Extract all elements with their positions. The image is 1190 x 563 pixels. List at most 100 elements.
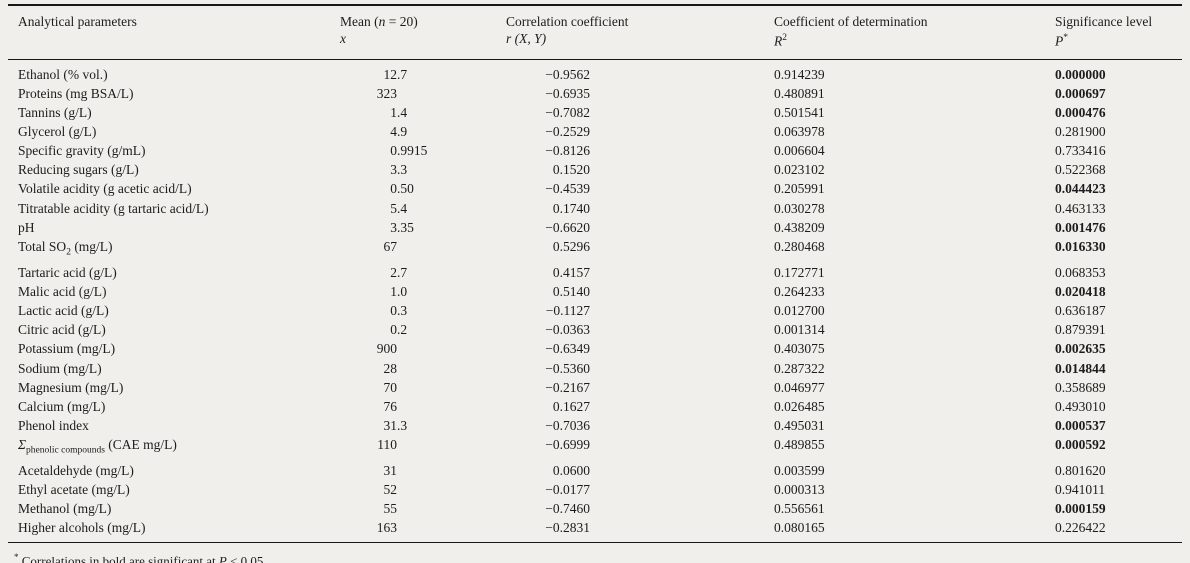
r-squared-cell: 0.264233 — [774, 283, 825, 299]
p-value-cell: 0.358689 — [1055, 379, 1106, 395]
header-sublabel: x — [340, 31, 346, 46]
param-cell: Proteins (mg BSA/L) — [18, 85, 134, 101]
mean-cell: 3.35 — [390, 219, 414, 235]
mean-cell: 3.3 — [390, 162, 408, 178]
r-squared-cell: 0.489855 — [774, 437, 825, 453]
mean-cell: 323 — [376, 85, 397, 101]
r-squared-cell: 0.480891 — [774, 85, 825, 101]
r-squared-cell: 0.006604 — [774, 143, 825, 159]
mean-cell: 31.3 — [383, 418, 408, 433]
correlation-cell: −0.7082 — [545, 104, 590, 120]
param-cell: Sodium (mg/L) — [18, 360, 102, 376]
r-squared-cell: 0.280468 — [774, 238, 825, 254]
r-squared-cell: 0.063978 — [774, 123, 825, 139]
header-sublabel: r (X, Y) — [506, 31, 547, 46]
correlation-cell: −0.0363 — [545, 322, 590, 338]
p-value-cell: 0.636187 — [1055, 303, 1106, 319]
table-row: Tartaric acid (g/L) 2.7 0.4157 0.172771 0.06… — [18, 263, 1182, 282]
mean-cell: 55 — [383, 501, 398, 517]
param-cell: Tartaric acid (g/L) — [18, 264, 117, 280]
mean-cell: 4.9 — [390, 123, 408, 139]
header-label: Mean (n = 20) — [340, 14, 418, 29]
mean-cell: 0.2 — [390, 322, 408, 338]
param-cell: Tannins (g/L) — [18, 104, 92, 120]
correlation-cell: 0.0600 — [552, 463, 590, 478]
header-significance-level: Significance level P* — [1055, 13, 1182, 50]
header-mean: Mean (n = 20) x — [340, 13, 506, 50]
correlation-cell: −0.9562 — [545, 66, 590, 82]
param-cell: Glycerol (g/L) — [18, 123, 97, 139]
mean-cell: 52 — [383, 482, 398, 498]
table-row: Glycerol (g/L) 4.9 −0.2529 0.063978 0.281900 — [18, 122, 1182, 141]
r-squared-cell: 0.030278 — [774, 200, 825, 216]
correlation-cell: −0.5360 — [545, 360, 590, 376]
param-cell: Acetaldehyde (mg/L) — [18, 463, 134, 478]
table-row: Tannins (g/L) 1.4 −0.7082 0.501541 0.000476 — [18, 103, 1182, 122]
mean-cell: 70 — [383, 379, 398, 395]
r-squared-cell: 0.172771 — [774, 264, 825, 280]
param-cell: Reducing sugars (g/L) — [18, 162, 139, 178]
table-row: Citric acid (g/L) 0.2 −0.0363 0.001314 0.879… — [18, 320, 1182, 339]
p-value-cell: 0.226422 — [1055, 520, 1106, 536]
mean-cell: 31 — [383, 463, 398, 478]
correlation-cell: −0.8126 — [545, 143, 590, 159]
correlation-cell: −0.2529 — [545, 123, 590, 139]
p-value-cell: 0.001476 — [1055, 219, 1106, 235]
header-sublabel: R2 — [774, 33, 787, 49]
p-value-cell: 0.002635 — [1055, 341, 1106, 357]
mean-cell: 900 — [376, 341, 397, 357]
table-row: Sodium (mg/L) 28 −0.5360 0.287322 0.014844 — [18, 359, 1182, 378]
r-squared-cell: 0.403075 — [774, 341, 825, 357]
r-squared-cell: 0.438209 — [774, 219, 825, 235]
p-value-cell: 0.020418 — [1055, 283, 1106, 299]
p-value-cell: 0.000697 — [1055, 85, 1106, 101]
table-row: Ethyl acetate (mg/L) 52 −0.0177 0.000313 0.9… — [18, 480, 1182, 499]
param-cell: Specific gravity (g/mL) — [18, 143, 146, 159]
header-sublabel: P* — [1055, 33, 1068, 49]
mean-cell: 12.7 — [383, 66, 408, 82]
table-row: Total SO2 (mg/L) 67 0.5296 0.280468 0.016330 — [18, 237, 1182, 263]
param-cell: pH — [18, 219, 35, 235]
table-row: Ethanol (% vol.) 12.7 −0.9562 0.914239 0.000… — [18, 65, 1182, 84]
header-analytical-parameters: Analytical parameters — [18, 13, 340, 50]
correlation-cell: 0.4157 — [552, 264, 590, 280]
correlation-cell: −0.7460 — [545, 501, 590, 517]
p-value-cell: 0.463133 — [1055, 200, 1106, 216]
p-value-cell: 0.879391 — [1055, 322, 1106, 338]
header-label: Analytical parameters — [18, 14, 137, 29]
table-row: Phenol index 31.3 −0.7036 0.495031 0.000537 — [18, 416, 1182, 435]
mean-cell: 163 — [376, 520, 397, 536]
table-row: Lactic acid (g/L) 0.3 −0.1127 0.012700 0.636… — [18, 301, 1182, 320]
header-label: Significance level — [1055, 14, 1153, 29]
r-squared-cell: 0.556561 — [774, 501, 825, 517]
mean-cell: 110 — [377, 437, 397, 453]
correlation-cell: 0.1627 — [552, 398, 590, 414]
p-value-cell: 0.733416 — [1055, 143, 1106, 159]
correlation-cell: −0.6935 — [545, 85, 590, 101]
table-row: Magnesium (mg/L) 70 −0.2167 0.046977 0.35868… — [18, 378, 1182, 397]
p-value-cell: 0.068353 — [1055, 264, 1106, 280]
header-label: Correlation coefficient — [506, 14, 629, 29]
p-value-cell: 0.000000 — [1055, 66, 1106, 82]
p-value-cell: 0.493010 — [1055, 398, 1106, 414]
r-squared-cell: 0.023102 — [774, 162, 825, 178]
p-value-cell: 0.281900 — [1055, 123, 1106, 139]
r-squared-cell: 0.026485 — [774, 398, 825, 414]
r-squared-cell: 0.000313 — [774, 482, 825, 498]
p-value-cell: 0.000592 — [1055, 437, 1106, 453]
footnote-marker: * — [14, 551, 19, 562]
correlation-cell: 0.5140 — [552, 283, 590, 299]
p-value-cell: 0.941011 — [1055, 482, 1106, 498]
correlation-table: Analytical parameters Mean (n = 20) x Co… — [8, 4, 1182, 543]
table-row: pH 3.35 −0.6620 0.438209 0.001476 — [18, 218, 1182, 237]
param-cell: Potassium (mg/L) — [18, 341, 116, 357]
param-cell: Calcium (mg/L) — [18, 398, 106, 414]
r-squared-cell: 0.001314 — [774, 322, 825, 338]
param-cell: Methanol (mg/L) — [18, 501, 112, 517]
p-value-cell: 0.044423 — [1055, 181, 1106, 197]
correlation-cell: −0.4539 — [545, 181, 590, 197]
p-value-cell: 0.016330 — [1055, 238, 1106, 254]
mean-cell: 0.9915 — [390, 143, 428, 159]
table-row: Higher alcohols (mg/L) 163 −0.2831 0.080165… — [18, 518, 1182, 537]
